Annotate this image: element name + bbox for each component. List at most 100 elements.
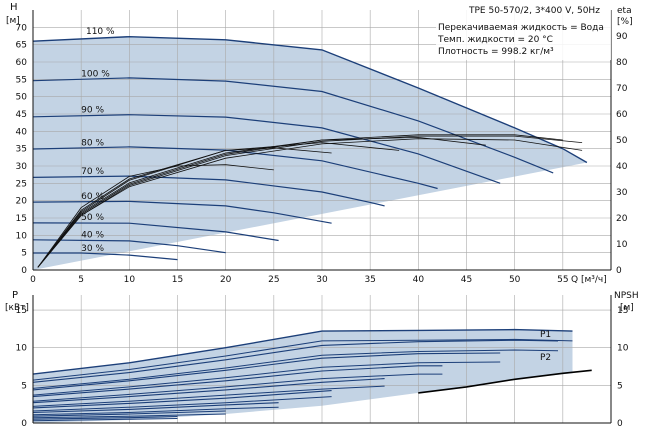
npsh-label: NPSH	[614, 291, 639, 301]
info-line-density: Плотность = 998.2 кг/м³	[438, 47, 554, 57]
chart-title: TPE 50-570/2, 3*400 V, 50Hz	[468, 6, 600, 16]
panel-power: 0 5 10 15 0 5 10 15 P [кВт] NPSH [м] P1 P2	[5, 290, 639, 429]
power-ylabel: P	[12, 290, 18, 301]
head-ytick-15: 15	[16, 214, 27, 224]
p2-curve-6	[32, 396, 332, 412]
head-ytick-20: 20	[16, 197, 28, 207]
head-ytick-55: 55	[16, 75, 27, 85]
speed-label-70pct: 70 %	[81, 167, 104, 177]
head-ytick-35: 35	[16, 145, 27, 155]
npsh-curve	[418, 369, 592, 394]
head-xtick-10: 10	[124, 275, 136, 285]
head-xtick-40: 40	[413, 275, 425, 285]
eta-tick-30: 30	[616, 188, 628, 198]
p1-power-curves	[32, 328, 573, 420]
p2-curve-5	[32, 385, 385, 407]
head-xtick-30: 30	[316, 275, 328, 285]
eta-tick-10: 10	[616, 240, 628, 250]
speed-curve-60pct	[32, 200, 332, 224]
power-ytick-0: 0	[21, 419, 27, 429]
p1-curve-5	[32, 378, 385, 404]
eta-tick-70: 70	[616, 84, 628, 94]
head-tick-labels: 0 5 10 15 20 25 30 35 40 45 50 55 60 65 70 0 5 10 15 20 25 30…	[16, 23, 628, 285]
head-ytick-25: 25	[16, 179, 27, 189]
power-envelope	[33, 329, 573, 423]
eta-curve-3	[37, 134, 563, 268]
eta-tick-80: 80	[616, 58, 628, 68]
p2-power-curves	[32, 338, 573, 422]
speed-label-80pct: 80 %	[81, 138, 104, 148]
speed-label-100pct: 100 %	[81, 69, 110, 79]
p1-curve-2	[32, 339, 559, 383]
p1-curve-3	[32, 352, 501, 391]
eta-label: eta	[617, 6, 632, 16]
head-ytick-5: 5	[21, 249, 27, 259]
p1-curve-4	[32, 365, 443, 398]
head-xtick-5: 5	[78, 275, 84, 285]
info-box: TPE 50-570/2, 3*400 V, 50Hz Перекачиваем…	[436, 3, 611, 60]
speed-curve-110pct	[32, 35, 588, 164]
head-xtick-45: 45	[461, 275, 472, 285]
head-envelope	[33, 36, 587, 271]
eta-curve-2	[37, 135, 583, 268]
head-ytick-0: 0	[21, 266, 27, 276]
speed-label-60pct: 60 %	[81, 192, 104, 202]
p1-curve-9	[32, 416, 178, 420]
p2-curve-1	[32, 338, 573, 381]
speed-label-50pct: 50 %	[81, 213, 104, 223]
head-gridlines	[32, 10, 611, 271]
speed-curve-30pct	[33, 252, 178, 261]
npsh-label-unit: [м]	[620, 303, 634, 313]
npsh-tick-5: 5	[617, 381, 623, 391]
npsh-tick-0: 0	[617, 419, 623, 429]
p1-curve-7	[32, 402, 279, 414]
head-ytick-65: 65	[16, 41, 27, 51]
speed-label-40pct: 40 %	[81, 230, 104, 240]
power-ylabel-unit: [кВт]	[5, 303, 29, 313]
p2-curve-4	[32, 373, 443, 402]
speed-curve-90pct	[32, 114, 501, 184]
head-ytick-60: 60	[16, 58, 28, 68]
eta-tick-50: 50	[616, 136, 628, 146]
efficiency-curves	[37, 134, 583, 268]
speed-curve-70pct	[32, 175, 385, 207]
head-ytick-45: 45	[16, 110, 27, 120]
head-xtick-20: 20	[220, 275, 232, 285]
head-ylabel-unit: [м]	[6, 16, 20, 26]
power-envelope-area	[33, 329, 573, 423]
npsh-tick-15: 15	[617, 306, 628, 316]
eta-tick-0: 0	[616, 266, 622, 276]
p1-series-label: P1	[540, 330, 551, 340]
p1-curve-6	[32, 390, 332, 409]
info-line-temperature: Темп. жидкости = 20 °C	[437, 35, 553, 45]
head-xtick-15: 15	[172, 275, 183, 285]
eta-curve-6	[37, 147, 332, 268]
power-ytick-10: 10	[16, 344, 28, 354]
npsh-tick-10: 10	[617, 344, 629, 354]
panel-head: 0 5 10 15 20 25 30 35 40 45 50 55 60 65 70 0 5 10 15 20 25 30…	[6, 2, 633, 285]
head-envelope-area	[33, 36, 587, 271]
info-line-liquid: Перекачиваемая жидкость = Вода	[438, 23, 604, 33]
head-ylabel: H	[10, 2, 18, 13]
power-ytick-15: 15	[16, 306, 27, 316]
eta-curve-4	[37, 136, 486, 268]
p2-curve-3	[32, 361, 501, 396]
p1-curve-8	[32, 410, 226, 417]
head-xtick-0: 0	[30, 275, 36, 285]
speed-label-110pct: 110 %	[86, 27, 115, 37]
head-ytick-40: 40	[16, 127, 28, 137]
eta-tick-60: 60	[616, 110, 628, 120]
head-ytick-50: 50	[16, 93, 28, 103]
head-ytick-10: 10	[16, 231, 28, 241]
speed-curve-40pct	[32, 239, 226, 254]
eta-curve-5	[37, 142, 400, 268]
speed-curve-50pct	[32, 222, 279, 242]
p1-curve-1	[32, 328, 573, 375]
head-xtick-55: 55	[557, 275, 568, 285]
info-box-background	[436, 3, 611, 60]
head-xtick-35: 35	[364, 275, 375, 285]
speed-curves	[32, 35, 588, 261]
speed-curve-labels: 110 % 100 % 90 % 80 % 70 % 60 % 50 % 40 % 30 %	[81, 27, 115, 254]
speed-label-30pct: 30 %	[81, 244, 104, 254]
